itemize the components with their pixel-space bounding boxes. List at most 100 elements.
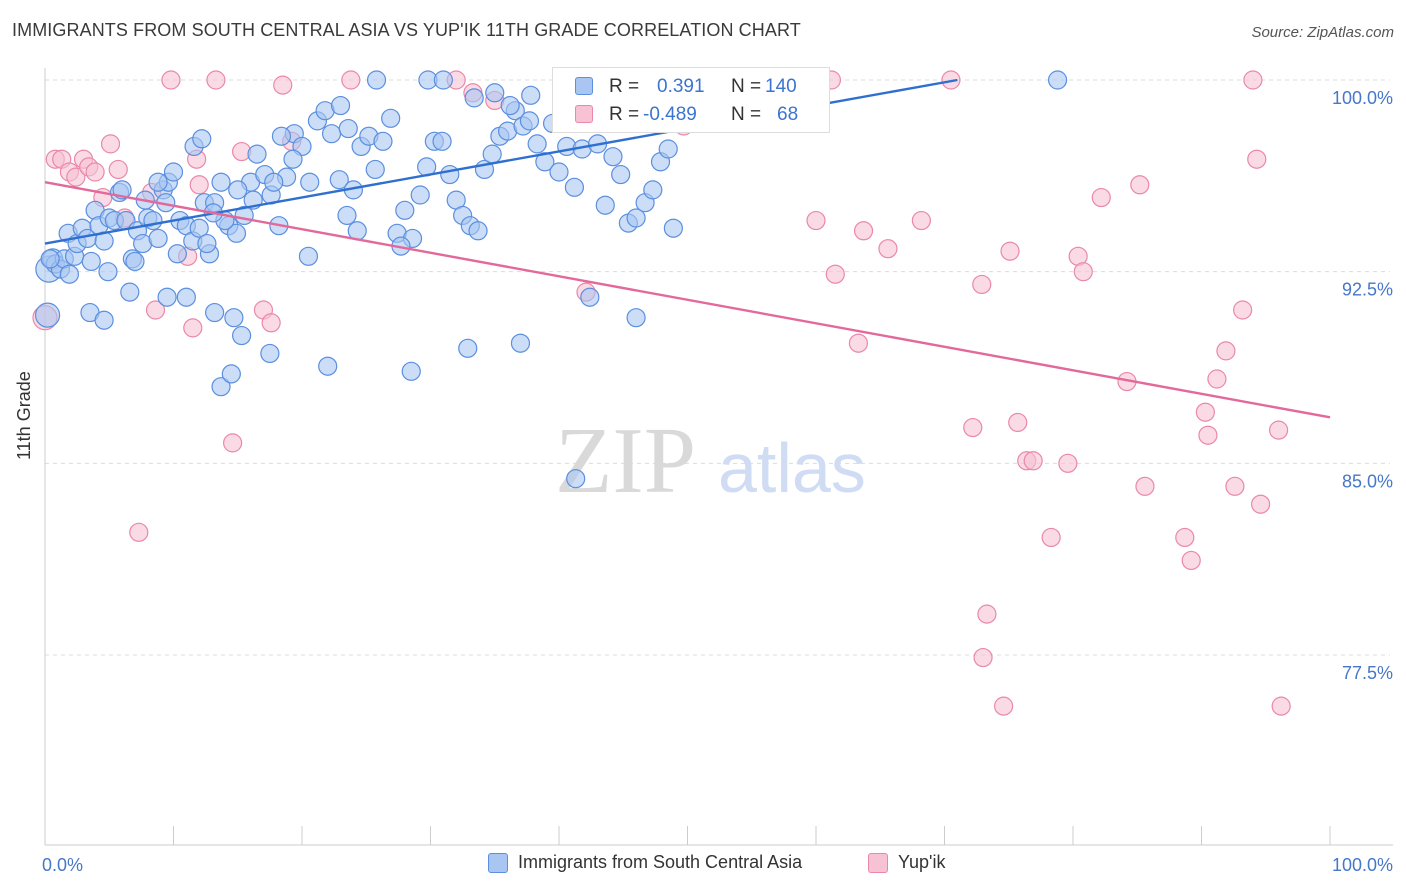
- immigrants-point: [510, 333, 531, 353]
- immigrants-point: [247, 144, 267, 164]
- stats-n-label: N =: [731, 104, 762, 125]
- yupik-point: [1008, 412, 1028, 433]
- stats-r-value: -0.489: [643, 104, 697, 125]
- watermark-atlas: atlas: [718, 429, 866, 507]
- immigrants-point: [176, 287, 196, 307]
- immigrants-point: [1047, 70, 1068, 90]
- stats-n-value: 68: [777, 104, 799, 125]
- yupik-point: [223, 433, 243, 453]
- immigrants-point: [580, 287, 600, 307]
- immigrants-point: [564, 177, 585, 197]
- watermark: ZIP atlas: [555, 409, 866, 513]
- immigrants-point: [464, 88, 484, 108]
- immigrants-point: [224, 308, 244, 328]
- yupik-trend-line: [44, 181, 1331, 419]
- immigrants-point: [658, 139, 678, 159]
- yupik-point: [1198, 425, 1218, 445]
- yupik-point: [1058, 453, 1078, 473]
- immigrants-point: [595, 195, 615, 215]
- immigrants-point: [626, 308, 646, 328]
- yupik-point: [261, 313, 281, 333]
- immigrants-point: [485, 83, 505, 103]
- immigrants-point: [298, 246, 319, 266]
- immigrants-point: [40, 249, 60, 269]
- tick-labels: 77.5% 85.0% 92.5% 100.0% 0.0% 100.0%: [42, 88, 1393, 875]
- immigrants-points: [34, 70, 1068, 489]
- yupik-point: [1000, 241, 1020, 261]
- y-tick-label: 85.0%: [1342, 471, 1393, 491]
- immigrants-point: [395, 200, 415, 220]
- immigrants-point: [148, 172, 168, 192]
- immigrants-point: [98, 262, 118, 282]
- immigrants-point: [125, 251, 145, 272]
- immigrants-point: [226, 223, 247, 243]
- legend-item-immigrants[interactable]: Immigrants from South Central Asia: [488, 852, 802, 873]
- immigrants-point: [500, 95, 520, 116]
- yupik-point: [878, 239, 898, 259]
- yupik-point: [806, 210, 826, 231]
- immigrants-point: [468, 221, 488, 241]
- immigrants-point: [59, 264, 80, 284]
- immigrants-point: [519, 111, 540, 131]
- immigrants-point: [318, 356, 338, 376]
- immigrants-point: [643, 180, 663, 200]
- immigrants-point: [264, 172, 284, 192]
- stats-r-label: R =: [609, 76, 640, 97]
- immigrants-point: [527, 134, 547, 154]
- watermark-zip: ZIP: [555, 409, 696, 513]
- yupik-point: [1175, 527, 1195, 548]
- yupik-point: [183, 318, 203, 338]
- y-axis-title: 11th Grade: [14, 371, 34, 460]
- legend-item-yupik[interactable]: Yup'ik: [868, 852, 945, 873]
- immigrants-point: [148, 228, 168, 249]
- yupik-point: [963, 417, 983, 438]
- immigrants-point: [458, 338, 478, 358]
- immigrants-point: [401, 361, 421, 381]
- immigrants-point: [211, 377, 231, 397]
- immigrants-point: [611, 164, 631, 185]
- immigrants-point: [603, 147, 623, 167]
- yupik-point: [341, 70, 361, 90]
- immigrants-point: [211, 172, 231, 192]
- yupik-point: [1195, 402, 1215, 422]
- legend-swatch-pink: [868, 852, 888, 873]
- yupik-point: [145, 300, 166, 320]
- immigrants-point: [157, 287, 177, 307]
- yupik-point: [1243, 70, 1263, 90]
- yupik-point: [1251, 494, 1271, 514]
- immigrants-point: [228, 180, 248, 200]
- yupik-point: [1041, 527, 1061, 548]
- immigrants-point: [366, 70, 387, 90]
- yupik-point: [994, 696, 1014, 716]
- stats-r-value: 0.391: [657, 76, 705, 97]
- immigrants-point: [432, 131, 452, 151]
- yupik-point: [1135, 476, 1155, 496]
- yupik-point: [129, 522, 149, 542]
- yupik-point: [1216, 341, 1236, 361]
- stats-row-immigrants: R = 0.391 N = 140: [553, 72, 829, 100]
- yupik-point: [1023, 451, 1043, 471]
- yupik-point: [66, 167, 86, 187]
- immigrants-point: [381, 108, 401, 128]
- stats-n-value: 140: [765, 76, 797, 97]
- yupik-point: [100, 134, 121, 154]
- immigrants-point: [329, 170, 349, 190]
- yupik-point: [1181, 550, 1201, 571]
- immigrants-point: [440, 164, 460, 185]
- yupik-point: [1130, 175, 1150, 195]
- immigrants-point: [337, 205, 357, 226]
- immigrants-point: [260, 343, 280, 364]
- y-tick-label: 77.5%: [1342, 663, 1393, 683]
- immigrants-point: [232, 325, 252, 346]
- immigrants-point: [549, 162, 569, 182]
- immigrants-point: [433, 70, 453, 90]
- legend-swatch-blue: [488, 852, 508, 873]
- stats-legend: R = 0.391 N = 140 R = -0.489 N = 68: [552, 67, 830, 133]
- yupik-point: [85, 162, 105, 182]
- immigrants-point: [221, 364, 241, 384]
- immigrants-point: [120, 282, 140, 302]
- yupik-point: [1225, 476, 1245, 496]
- immigrants-point: [167, 244, 187, 264]
- immigrants-point: [197, 233, 217, 254]
